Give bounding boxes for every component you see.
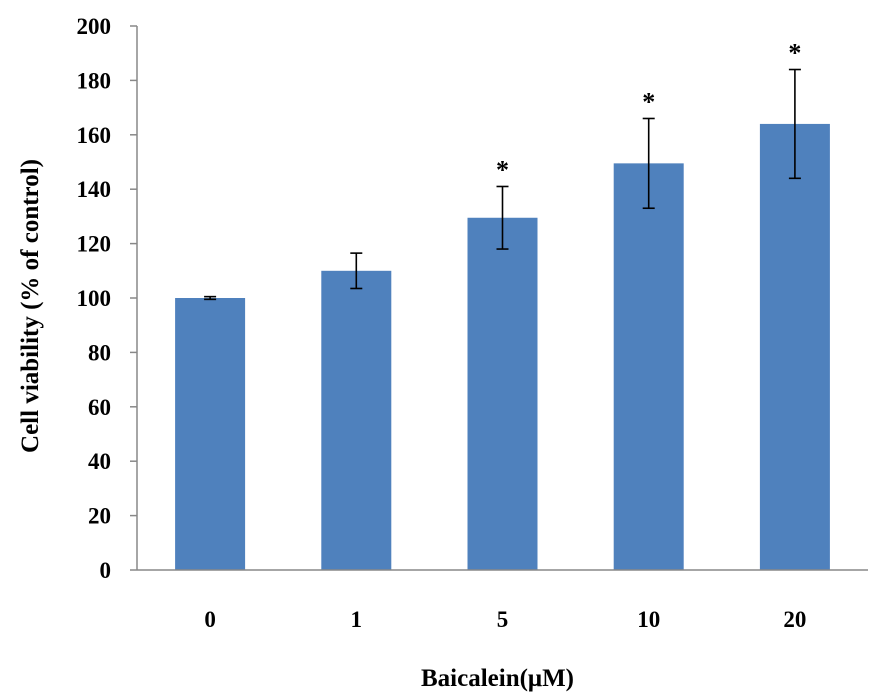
error-bar xyxy=(496,185,509,250)
y-tick-label: 60 xyxy=(88,395,111,420)
x-tick-label: 5 xyxy=(497,607,509,632)
error-bars-group xyxy=(204,68,801,301)
x-axis-title: Baicalein(μM) xyxy=(421,665,574,692)
bar xyxy=(759,123,830,571)
error-bar xyxy=(788,68,801,180)
y-tick-label: 20 xyxy=(88,504,111,529)
y-tick-label: 0 xyxy=(100,558,112,583)
y-tick-label: 80 xyxy=(88,340,111,365)
y-tick-label: 200 xyxy=(77,14,112,39)
y-axis-title: Cell viability (% of control) xyxy=(17,159,44,453)
x-tick-label: 20 xyxy=(783,607,806,632)
bar xyxy=(321,270,392,570)
y-tick-label: 100 xyxy=(77,286,112,311)
x-axis-ticks: 0 1 5 10 20 xyxy=(204,607,806,632)
y-axis-ticks: 0 20 40 60 80 100 120 140 160 180 200 xyxy=(77,14,137,583)
y-tick-label: 180 xyxy=(77,68,112,93)
significance-marker: * xyxy=(496,155,509,184)
x-tick-label: 0 xyxy=(204,607,216,632)
error-bar xyxy=(350,252,363,290)
y-tick-label: 140 xyxy=(77,177,112,202)
bars-group xyxy=(175,123,830,571)
x-tick-label: 10 xyxy=(637,607,660,632)
significance-marker: * xyxy=(788,39,801,68)
bar xyxy=(467,217,538,570)
error-bar xyxy=(642,117,655,210)
error-bar xyxy=(204,295,217,301)
significance-markers-group: * * * xyxy=(496,39,801,185)
y-tick-label: 120 xyxy=(77,232,112,257)
bar xyxy=(613,163,684,571)
y-tick-label: 160 xyxy=(77,123,112,148)
significance-marker: * xyxy=(642,87,655,116)
bar xyxy=(175,298,246,570)
y-tick-label: 40 xyxy=(88,449,111,474)
x-tick-label: 1 xyxy=(351,607,363,632)
